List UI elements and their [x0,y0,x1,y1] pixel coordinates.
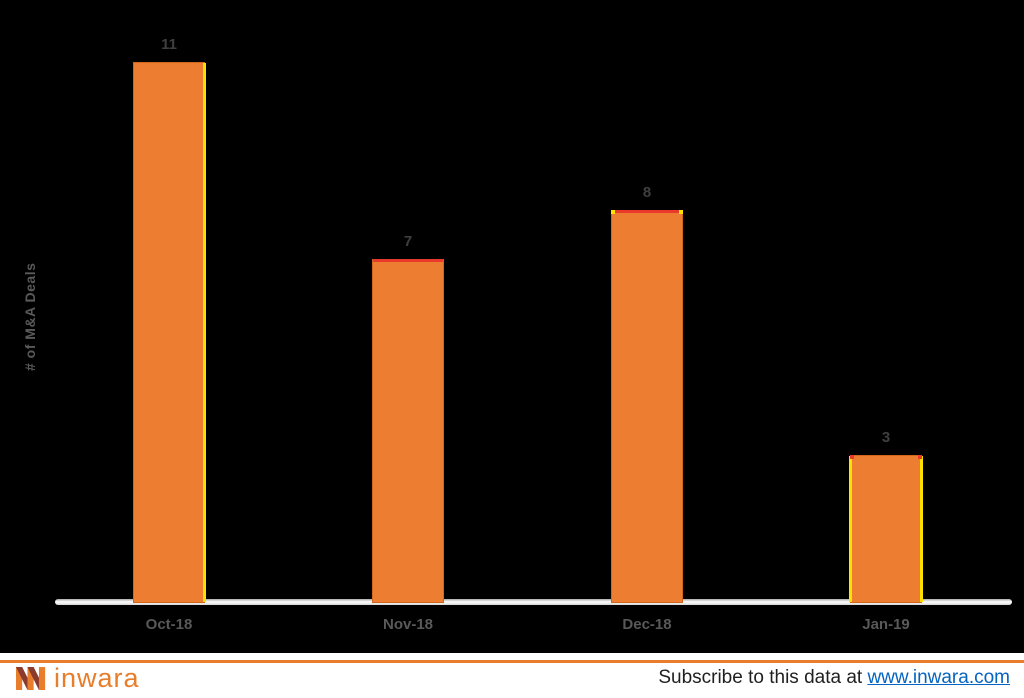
x-axis-tick-label: Nov-18 [382,616,434,633]
subscribe-text: Subscribe to this data at www.inwara.com [658,667,1010,689]
bar-value-label: 8 [642,184,652,201]
plot-area: # of M&A Deals 11 Oct-18 7 Nov-18 8 Dec-18 3 Ja… [22,36,1012,633]
bar-corner-accent [611,210,615,214]
x-axis-tick-label: Jan-19 [862,616,910,633]
bar-top-accent [373,259,443,262]
inwara-link[interactable]: www.inwara.com [867,667,1010,688]
bar-value-label: 11 [161,36,177,53]
x-axis-tick-label: Oct-18 [145,616,193,633]
bar [849,455,923,603]
y-axis-title: # of M&A Deals [22,262,38,372]
bar [611,210,683,603]
x-axis-tick-label: Dec-18 [622,616,672,633]
bar [133,62,206,603]
bar-corner-accent [679,210,683,214]
bar-top-accent [612,210,682,213]
inwara-logo-text: inwara [54,663,140,693]
bar-corner-accent [918,455,922,459]
bar [372,259,444,603]
footer-divider [0,660,1024,663]
bar-right-accent [203,63,206,602]
x-axis-line [55,599,1012,605]
inwara-logo-icon [16,667,46,690]
bar-value-label: 3 [881,429,891,446]
subscribe-label: Subscribe to this data at [658,667,863,688]
inwara-logo[interactable]: inwara [16,665,140,692]
footer: inwara Subscribe to this data at www.inw… [0,653,1024,698]
bar-value-label: 7 [403,233,413,250]
bar-right-accent [920,456,923,602]
bar-left-accent [849,456,852,602]
bar-corner-accent [850,455,854,459]
